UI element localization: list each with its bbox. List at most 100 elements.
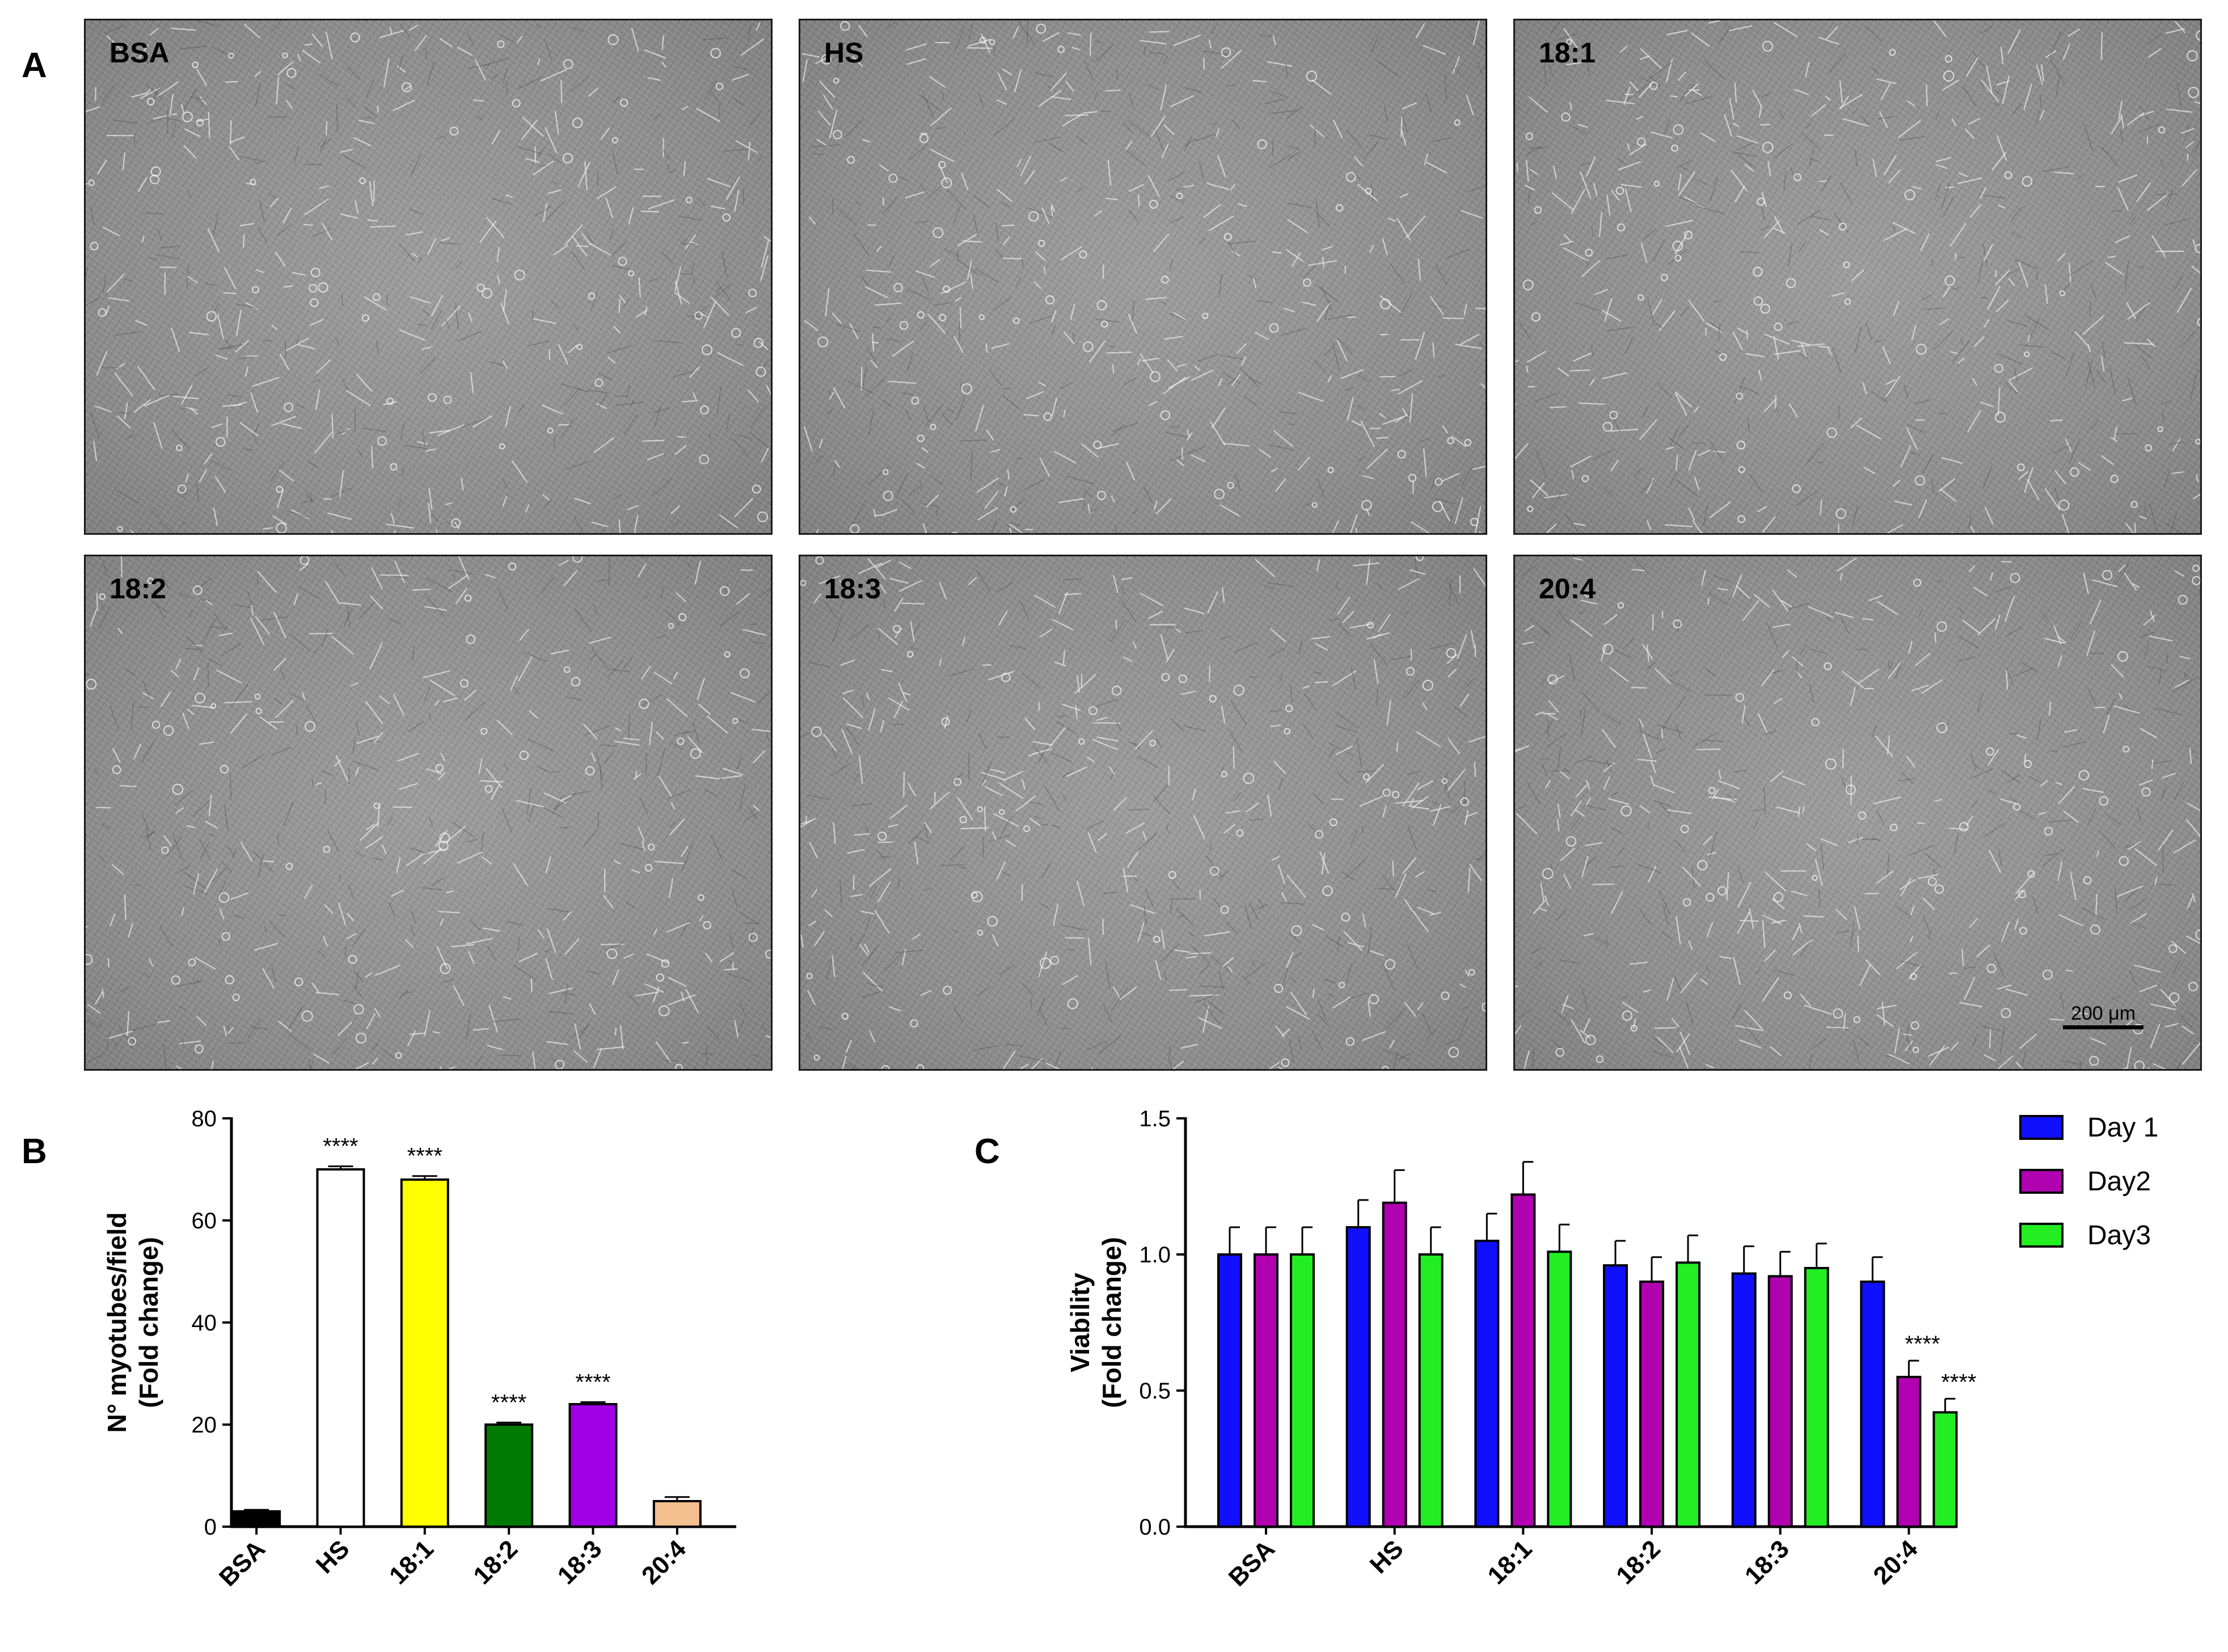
cell-streak bbox=[1058, 498, 1085, 504]
cell-streak bbox=[654, 405, 661, 427]
cell-streak bbox=[558, 560, 569, 566]
cell-streak bbox=[855, 201, 862, 206]
cell-streak bbox=[182, 490, 188, 498]
cell-streak bbox=[525, 504, 530, 513]
cell-streak bbox=[748, 24, 752, 40]
cell-streak bbox=[554, 795, 563, 810]
cell-streak bbox=[441, 305, 461, 327]
cell-streak bbox=[591, 648, 608, 669]
cell-streak bbox=[1350, 829, 1358, 845]
cell-body bbox=[752, 484, 761, 494]
cell-streak bbox=[822, 1070, 846, 1071]
cell-streak bbox=[1678, 425, 1689, 437]
cell-streak bbox=[824, 601, 837, 618]
cell-streak bbox=[1647, 299, 1655, 326]
cell-streak bbox=[1974, 764, 1981, 770]
cell-streak bbox=[131, 92, 146, 98]
cell-streak bbox=[172, 834, 183, 861]
cell-streak bbox=[1745, 353, 1765, 357]
cell-body bbox=[350, 32, 360, 43]
cell-streak bbox=[1181, 690, 1196, 695]
cell-streak bbox=[439, 37, 453, 48]
cell-streak bbox=[1938, 478, 1956, 492]
cell-streak bbox=[1343, 931, 1363, 951]
cell-streak bbox=[1317, 1013, 1330, 1027]
cell-streak bbox=[1311, 79, 1331, 95]
cell-streak bbox=[1249, 902, 1259, 920]
chart-c-legend-label: Day 1 bbox=[2087, 1113, 2158, 1143]
cell-streak bbox=[1128, 809, 1150, 810]
cell-body bbox=[1773, 892, 1784, 902]
cell-body bbox=[1257, 139, 1267, 149]
chart-c-bar bbox=[1731, 1272, 1757, 1528]
cell-streak bbox=[1192, 788, 1196, 801]
cell-streak bbox=[970, 451, 973, 481]
cell-streak bbox=[735, 66, 749, 71]
cell-streak bbox=[1417, 1002, 1424, 1011]
cell-streak bbox=[1147, 175, 1160, 197]
cell-body bbox=[2158, 126, 2166, 134]
cell-streak bbox=[888, 381, 916, 384]
cell-body bbox=[2013, 803, 2021, 811]
micrograph-18-1: 18:1 bbox=[1513, 19, 2202, 535]
cell-streak bbox=[920, 990, 932, 996]
cell-streak bbox=[859, 944, 868, 956]
cell-body bbox=[1826, 427, 1837, 438]
cell-streak bbox=[1194, 365, 1200, 371]
cell-streak bbox=[1004, 486, 1008, 497]
cell-streak bbox=[2166, 108, 2193, 113]
cell-streak bbox=[2130, 913, 2147, 924]
cell-streak bbox=[1209, 843, 1212, 851]
cell-streak bbox=[1285, 62, 1288, 78]
cell-streak bbox=[670, 802, 675, 809]
cell-streak bbox=[1419, 437, 1429, 443]
cell-streak bbox=[102, 226, 120, 236]
cell-body bbox=[971, 891, 983, 902]
cell-streak bbox=[2057, 635, 2066, 643]
cell-streak bbox=[668, 977, 687, 987]
cell-body bbox=[175, 444, 183, 451]
cell-streak bbox=[243, 23, 260, 39]
cell-streak bbox=[1948, 827, 1968, 830]
cell-streak bbox=[1038, 746, 1048, 763]
cell-streak bbox=[920, 480, 923, 489]
cell-streak bbox=[976, 477, 999, 493]
cell-streak bbox=[432, 513, 439, 522]
cell-streak bbox=[184, 885, 207, 894]
cell-streak bbox=[2103, 714, 2110, 733]
cell-streak bbox=[522, 117, 545, 137]
chart-b-bar bbox=[400, 1178, 449, 1528]
cell-streak bbox=[694, 560, 701, 585]
cell-streak bbox=[1447, 669, 1457, 678]
cell-streak bbox=[1468, 736, 1486, 743]
cell-streak bbox=[1593, 936, 1606, 944]
cell-streak bbox=[2176, 82, 2182, 112]
cell-streak bbox=[1024, 717, 1035, 730]
cell-streak bbox=[1887, 853, 1889, 875]
cell-streak bbox=[722, 767, 743, 776]
cell-streak bbox=[674, 292, 690, 304]
cell-streak bbox=[1640, 242, 1648, 263]
cell-streak bbox=[804, 320, 819, 331]
cell-streak bbox=[2036, 65, 2043, 85]
cell-streak bbox=[1888, 169, 1901, 184]
cell-streak bbox=[1401, 115, 1408, 132]
cell-streak bbox=[347, 66, 361, 80]
cell-body bbox=[1468, 969, 1475, 976]
cell-body bbox=[305, 721, 316, 732]
cell-body bbox=[1096, 300, 1107, 311]
cell-streak bbox=[1803, 915, 1824, 918]
cell-streak bbox=[437, 135, 445, 140]
cell-streak bbox=[1850, 417, 1863, 429]
cell-streak bbox=[1021, 258, 1024, 267]
cell-streak bbox=[1142, 831, 1147, 841]
cell-streak bbox=[1303, 693, 1316, 711]
cell-streak bbox=[1268, 444, 1293, 451]
cell-streak bbox=[1998, 848, 2002, 867]
cell-streak bbox=[2015, 871, 2035, 894]
cell-streak bbox=[853, 233, 870, 257]
cell-streak bbox=[281, 422, 302, 429]
cell-streak bbox=[1698, 449, 1711, 457]
cell-streak bbox=[211, 1060, 214, 1069]
cell-body bbox=[2197, 318, 2200, 326]
